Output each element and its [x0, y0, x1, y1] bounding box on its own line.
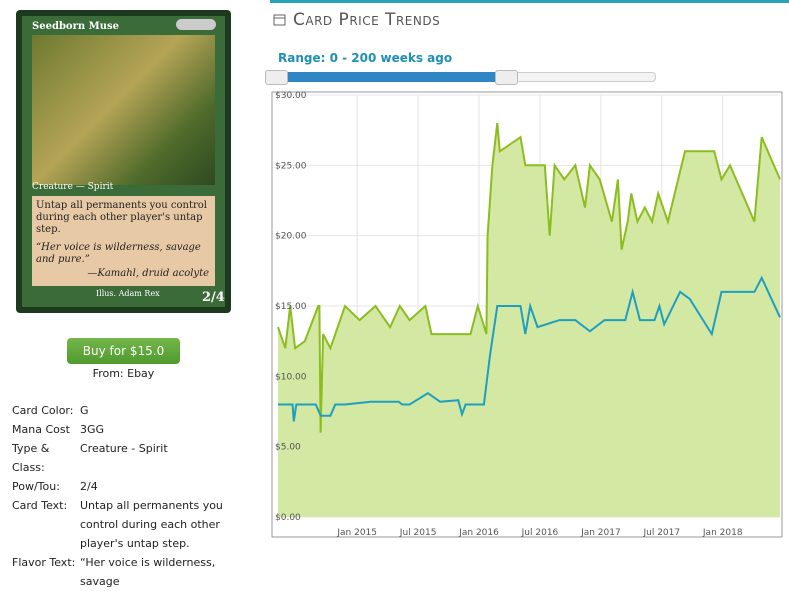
y-tick-label: $15.00: [275, 302, 307, 312]
y-tick-label: $20.00: [275, 232, 307, 242]
line: [277, 122, 781, 433]
card-art: [32, 35, 215, 185]
y-tick-label: $25.00: [275, 161, 307, 171]
detail-row: Type & Class: Creature - Spirit: [12, 439, 242, 477]
x-tick-label: Jan 2018: [702, 528, 743, 538]
x-tick-label: Jul 2015: [399, 528, 437, 538]
card-textbox: Untap all permanents you control during …: [32, 196, 215, 286]
card-type: Creature — Spirit: [32, 182, 114, 192]
detail-label: Card Color:: [12, 404, 74, 417]
detail-label: Type & Class:: [12, 442, 50, 474]
detail-row: Pow/Tou: 2/4: [12, 477, 242, 496]
detail-label: Card Text:: [12, 499, 68, 512]
detail-row: Flavor Text: “Her voice is wilderness, sa…: [12, 553, 242, 591]
slider-range: [276, 72, 506, 82]
range-label: Range: 0 - 200 weeks ago: [278, 51, 453, 65]
detail-value: 3GG: [80, 423, 105, 436]
chart-title: Card Price Trends: [293, 10, 441, 30]
y-tick-label: $5.00: [275, 443, 301, 453]
y-tick-label: $30.00: [275, 91, 307, 101]
card-flavor: “Her voice is wilderness, savage and pur…: [36, 242, 201, 265]
header-rule: [270, 0, 789, 3]
detail-row: Mana Cost 3GG: [12, 420, 242, 439]
card-flavor-source: —Kamahl, druid acolyte: [87, 268, 209, 279]
slider-handle[interactable]: [265, 70, 288, 85]
detail-label: Pow/Tou:: [12, 480, 60, 493]
page: Seedborn Muse Creature — Spirit Untap al…: [12, 0, 789, 588]
detail-value: Creature - Spirit: [80, 442, 168, 455]
chart: Jan 2015 Jul 2015 Jan 2016 Jul 2016 Jan 2017…: [271, 91, 783, 538]
mana-symbols: [176, 19, 216, 30]
detail-row: Card Text: Untap all permanents you contr…: [12, 496, 242, 553]
card-name: Seedborn Muse: [32, 21, 119, 32]
detail-label: Mana Cost: [12, 423, 70, 436]
x-tick-label: Jan 2015: [336, 528, 377, 538]
x-tick-label: Jan 2017: [580, 528, 621, 538]
y-tick-label: $10.00: [275, 372, 307, 382]
buy-source: From: Ebay: [92, 367, 155, 380]
card-illustrator: Illus. Adam Rex: [96, 289, 160, 298]
x-tick-label: Jul 2016: [521, 528, 559, 538]
card-image: Seedborn Muse Creature — Spirit Untap al…: [16, 10, 231, 313]
detail-value: “Her voice is wilderness, savage: [80, 556, 216, 588]
slider-handle[interactable]: [495, 70, 518, 85]
area: [278, 123, 780, 517]
detail-value: G: [80, 404, 89, 417]
line: [278, 275, 781, 422]
detail-value: 2/4: [80, 480, 98, 493]
detail-value: Untap all permanents you control during …: [80, 499, 223, 550]
y-tick-label: $0.00: [275, 513, 301, 523]
x-tick-label: Jan 2016: [458, 528, 499, 538]
card-pt: 2/4: [202, 290, 225, 305]
detail-row: Card Color: G: [12, 401, 242, 420]
card-rules: Untap all permanents you control during …: [36, 200, 208, 235]
calendar-icon: [273, 14, 286, 26]
x-tick-label: Jul 2017: [642, 528, 680, 538]
detail-label: Flavor Text:: [12, 556, 76, 569]
buy-button[interactable]: Buy for $15.0: [67, 338, 180, 364]
